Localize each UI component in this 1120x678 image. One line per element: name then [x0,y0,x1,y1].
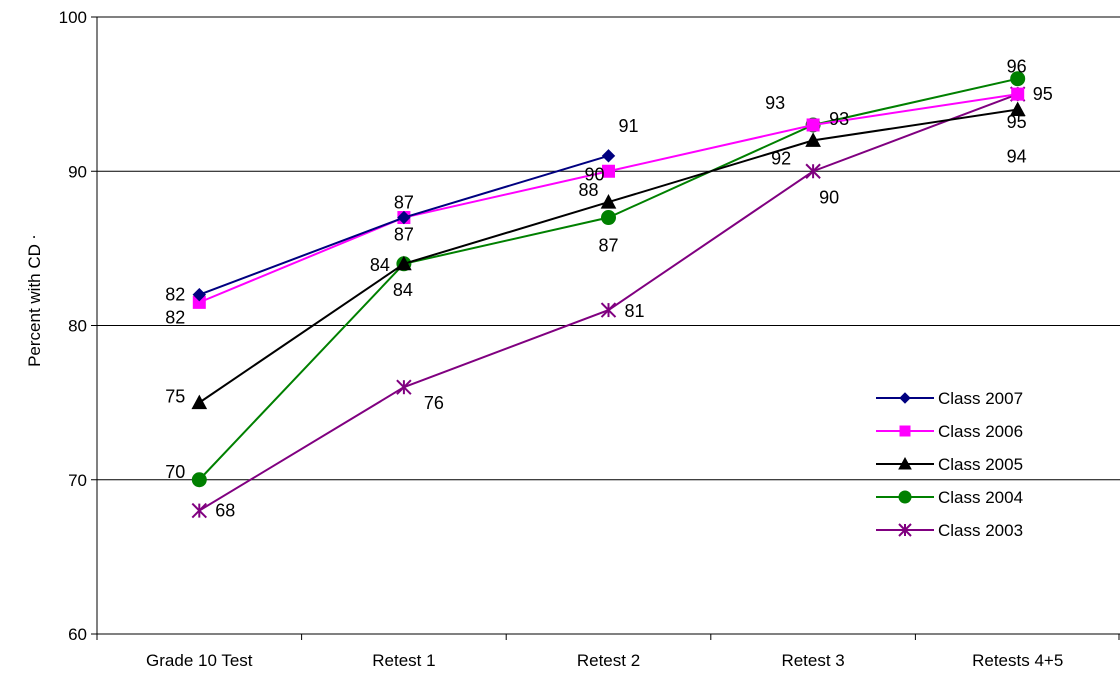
data-label: 75 [165,387,185,407]
data-point [805,132,821,147]
data-point [191,472,207,488]
series-class-2005 [191,101,1026,410]
data-point [191,394,208,410]
y-tick-label: 70 [68,471,87,490]
data-point [1010,71,1026,87]
square-marker [1011,87,1025,101]
circle-marker [601,210,616,226]
data-label: 82 [165,307,185,327]
data-label: 81 [625,301,645,321]
data-label: 94 [1007,147,1027,167]
legend: Class 2007 Class 2006 Class 2005 Class 2004… [876,389,1023,540]
data-label: 87 [598,236,618,256]
y-tick-label: 80 [68,317,87,336]
data-point [191,502,208,519]
legend-label: Class 2005 [938,455,1023,474]
legend-label: Class 2007 [938,389,1023,408]
x-tick-label: Grade 10 Test [146,651,253,670]
data-label: 91 [619,116,639,136]
series-group [191,71,1026,519]
diamond-marker [601,149,616,163]
data-point [1009,101,1026,117]
data-point [898,456,912,470]
data-label: 90 [819,187,839,207]
data-label: 70 [165,462,185,482]
data-point [899,425,911,437]
data-point [600,194,617,209]
data-point [898,523,912,537]
circle-marker [191,472,207,488]
series-class-2007 [192,149,616,302]
data-label: 96 [1007,57,1027,77]
data-label: 93 [829,109,849,129]
circle-marker [1010,71,1026,87]
square-marker [899,425,911,437]
series-line [198,77,1018,481]
x-tick-label: Retests 4+5 [972,651,1063,670]
legend-item: Class 2005 [876,455,1023,474]
legend-label: Class 2004 [938,488,1023,507]
x-tick-label: Retest 3 [781,651,844,670]
diamond-marker [397,210,411,225]
triangle-marker [396,255,412,271]
triangle-marker [898,456,912,470]
square-marker [602,164,615,178]
data-label: 92 [771,148,791,168]
data-label: 87 [394,225,414,245]
data-label: 93 [765,93,785,113]
data-point [806,118,820,132]
data-label: 84 [370,255,390,275]
data-label: 82 [165,285,185,305]
axes: 60 70 80 90 100 Grade 10 Test Retest 1 Retest 2… [20,8,1120,670]
data-point [898,490,912,504]
series-class-2004 [191,71,1026,488]
data-label: 88 [578,180,598,200]
legend-label: Class 2006 [938,422,1023,441]
triangle-marker [1009,101,1026,117]
data-point [192,287,207,302]
diamond-marker [192,287,207,302]
legend-label: Class 2003 [938,521,1023,540]
x-tick-label: Retest 1 [372,651,435,670]
y-tick-label: 60 [68,625,87,644]
data-point [396,255,412,271]
data-point [600,302,617,318]
data-point [601,210,616,226]
legend-item: Class 2004 [876,488,1023,507]
legend-item: Class 2007 [876,389,1023,408]
y-tick-label: 90 [68,162,87,181]
data-label: 87 [394,193,414,213]
legend-item: Class 2003 [876,521,1023,540]
diamond-marker [899,392,911,404]
triangle-marker [805,132,821,147]
data-label: 68 [215,501,235,521]
data-point [397,210,411,225]
circle-marker [898,490,912,504]
data-point [601,149,616,163]
data-point [602,164,615,178]
triangle-marker [191,394,208,410]
data-label: 84 [393,280,413,300]
data-label: 95 [1007,112,1027,132]
data-point [1011,87,1025,101]
data-label: 76 [424,393,444,413]
data-point [805,163,821,179]
legend-item: Class 2006 [876,422,1023,441]
y-tick-label: 100 [59,8,87,27]
x-tick-label: Retest 2 [577,651,640,670]
triangle-marker [600,194,617,209]
data-label: 95 [1033,84,1053,104]
data-point [899,392,911,404]
y-axis-title: Percent with CD [25,244,44,367]
y-axis-title-suffix: . [20,235,39,240]
data-point [396,379,412,395]
data-label: 90 [584,164,604,184]
square-marker [806,118,820,132]
